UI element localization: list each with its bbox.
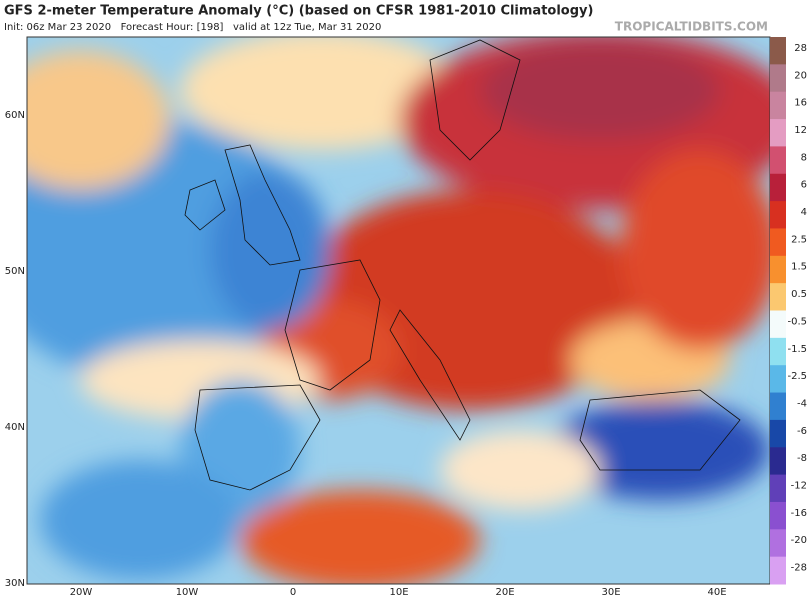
lon-label: 0 [290, 587, 296, 598]
colorbar-swatch [770, 556, 786, 585]
colorbar-label: -20 [791, 535, 807, 546]
colorbar-label: 1.5 [791, 262, 807, 273]
colorbar-label: 2.5 [791, 234, 807, 245]
colorbar-swatch [770, 146, 786, 175]
colorbar: 28 20 16 12 8 6 4 2.5 1.5 0.5 -0.5 -1.5 -2.5 -4 -6 -8 -1… [770, 37, 807, 585]
colorbar-label: -28 [791, 563, 807, 574]
lat-label: 50N [5, 266, 25, 277]
colorbar-swatch [770, 447, 786, 476]
lat-label: 40N [5, 422, 25, 433]
colorbar-label: -8 [797, 453, 807, 464]
lon-label: 10E [389, 587, 408, 598]
colorbar-swatch [770, 255, 786, 284]
lon-label: 10W [176, 587, 199, 598]
colorbar-swatch [770, 474, 786, 503]
colorbar-swatch [770, 310, 786, 339]
colorbar-swatch [770, 173, 786, 202]
colorbar-label: -12 [791, 481, 807, 492]
colorbar-label: -4 [797, 398, 807, 409]
lon-labels: 20W 10W 0 10E 20E 30E 40E [70, 587, 727, 598]
colorbar-label: 28 [794, 43, 807, 54]
colorbar-label: 6 [801, 180, 807, 191]
lon-label: 20W [70, 587, 93, 598]
colorbar-swatch [770, 228, 786, 257]
colorbar-swatch [770, 119, 786, 147]
colorbar-swatch [770, 91, 786, 120]
colorbar-label: 0.5 [791, 289, 807, 300]
colorbar-swatch [770, 501, 786, 530]
colorbar-label: 12 [794, 125, 807, 136]
title: GFS 2-meter Temperature Anomaly (°C) (ba… [4, 4, 593, 19]
lat-label: 30N [5, 578, 25, 589]
colorbar-label: -0.5 [787, 316, 807, 327]
colorbar-swatch [770, 392, 786, 421]
lat-labels: 60N 50N 40N 30N [5, 110, 25, 589]
colorbar-swatch [770, 201, 786, 229]
colorbar-swatch [770, 337, 786, 366]
colorbar-label: -2.5 [787, 371, 807, 382]
colorbar-swatch [770, 37, 786, 65]
colorbar-label: 16 [794, 98, 807, 109]
colorbar-swatch [770, 365, 786, 394]
colorbar-label: 8 [801, 152, 807, 163]
colorbar-label: 20 [794, 70, 807, 81]
site-name: TROPICALTIDBITS.COM [615, 20, 768, 34]
colorbar-label: -1.5 [787, 344, 807, 355]
map [27, 37, 770, 584]
subtitle: Init: 06z Mar 23 2020 Forecast Hour: [19… [4, 22, 381, 33]
lon-label: 20E [495, 587, 514, 598]
lon-label: 30E [601, 587, 620, 598]
colorbar-swatch [770, 419, 786, 448]
lon-label: 40E [707, 587, 726, 598]
colorbar-label: -6 [797, 426, 807, 437]
colorbar-swatch [770, 64, 786, 93]
lat-label: 60N [5, 110, 25, 121]
colorbar-swatch [770, 283, 786, 311]
colorbar-label: -16 [791, 508, 807, 519]
colorbar-label: 4 [801, 207, 807, 218]
colorbar-swatch [770, 529, 786, 558]
